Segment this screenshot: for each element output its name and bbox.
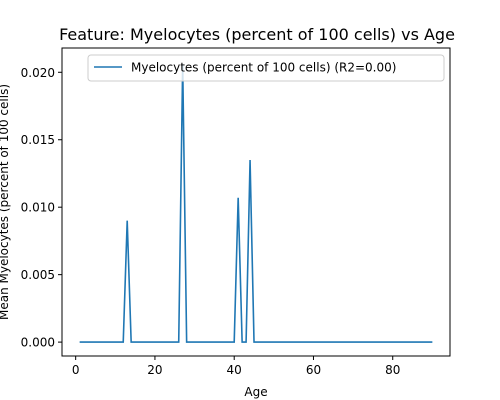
x-axis-label: Age [244, 385, 267, 399]
x-tick-label: 40 [227, 363, 242, 377]
x-tick-label: 60 [306, 363, 321, 377]
y-tick-label: 0.010 [21, 201, 55, 215]
chart-title: Feature: Myelocytes (percent of 100 cell… [59, 25, 455, 44]
legend-box [87, 54, 445, 82]
series-line [79, 64, 433, 343]
y-axis-ticks: 0.000 0.005 0.010 0.015 0.020 [21, 66, 62, 350]
legend: Myelocytes (percent of 100 cells) (R2=0.… [87, 54, 445, 82]
y-tick-label: 0.015 [21, 133, 55, 147]
x-axis-ticks: 0 20 40 60 80 [72, 356, 400, 377]
plot-area [61, 47, 451, 357]
y-tick-label: 0.000 [21, 336, 55, 350]
y-tick-label: 0.020 [21, 66, 55, 80]
x-tick-label: 0 [72, 363, 80, 377]
legend-label: Myelocytes (percent of 100 cells) (R2=0.… [131, 61, 396, 75]
y-axis-label: Mean Myelocytes (percent of 100 cells) [0, 84, 11, 320]
y-tick-label: 0.005 [21, 268, 55, 282]
x-tick-label: 20 [147, 363, 162, 377]
plot-frame [61, 47, 451, 357]
x-tick-label: 80 [385, 363, 400, 377]
